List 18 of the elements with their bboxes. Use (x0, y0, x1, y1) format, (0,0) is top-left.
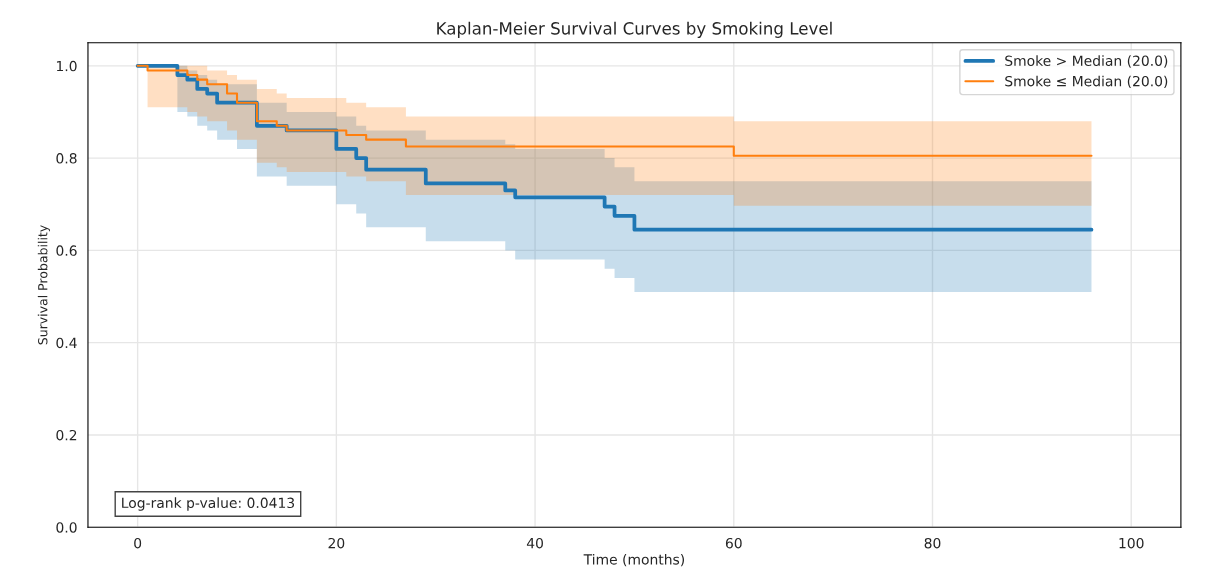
y-axis-title: Survival Probability (37, 225, 50, 345)
y-tick-label: 1.0 (56, 60, 77, 72)
chart-title: Kaplan-Meier Survival Curves by Smoking Level (437, 21, 832, 38)
x-tick-label: 40 (526, 537, 543, 549)
y-tick-label: 0.6 (56, 245, 77, 256)
y-tick-label: 0.0 (56, 522, 77, 533)
x-tick-label: 60 (725, 537, 742, 549)
x-axis-title: Time (months) (583, 553, 685, 567)
y-tick-label: 0.8 (56, 153, 77, 164)
x-tick-label: 100 (1119, 537, 1144, 549)
x-tick-label: 80 (924, 537, 941, 549)
annotation: Log-rank p-value: 0.0413 (122, 497, 295, 511)
legend-label: Smoke ≤ Median (20.0) (1005, 75, 1168, 89)
x-tick-label: 0 (134, 537, 142, 549)
y-tick-label: 0.4 (56, 337, 77, 349)
y-tick-label: 0.2 (56, 429, 77, 441)
x-tick-label: 20 (328, 537, 345, 549)
legend-label: Smoke > Median (20.0) (1005, 55, 1168, 68)
